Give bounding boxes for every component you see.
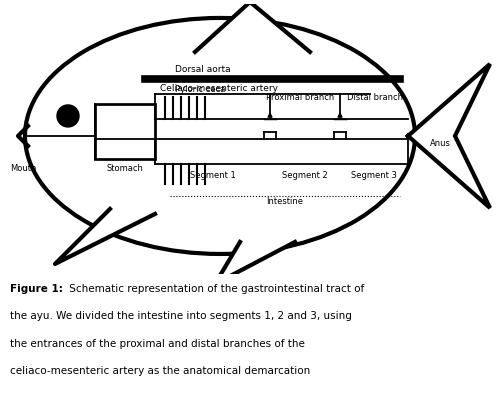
Text: Distal branch: Distal branch: [347, 93, 403, 102]
Text: Figure 1:: Figure 1:: [10, 284, 63, 294]
Text: Dorsal aorta: Dorsal aorta: [175, 65, 231, 74]
Ellipse shape: [25, 18, 415, 254]
Text: Mouth: Mouth: [10, 164, 36, 173]
Text: Pyloric ceca: Pyloric ceca: [175, 85, 225, 94]
Text: Stomach: Stomach: [106, 164, 144, 173]
Polygon shape: [408, 64, 490, 208]
Text: Anus: Anus: [430, 139, 451, 148]
Text: Segment 3: Segment 3: [351, 171, 397, 180]
Circle shape: [57, 105, 79, 127]
Polygon shape: [215, 242, 295, 284]
Text: Proximal branch: Proximal branch: [266, 93, 334, 102]
Text: Celiaco-mesenteric artery: Celiaco-mesenteric artery: [160, 84, 278, 93]
Text: Segment 2: Segment 2: [282, 171, 328, 180]
Text: Intestine: Intestine: [266, 197, 304, 206]
Polygon shape: [195, 2, 310, 52]
Text: Segment 1: Segment 1: [190, 171, 236, 180]
Text: the ayu. We divided the intestine into segments 1, 2 and 3, using: the ayu. We divided the intestine into s…: [10, 311, 352, 321]
Text: celiaco-mesenteric artery as the anatomical demarcation: celiaco-mesenteric artery as the anatomi…: [10, 366, 310, 376]
Text: the entrances of the proximal and distal branches of the: the entrances of the proximal and distal…: [10, 339, 305, 349]
Polygon shape: [55, 209, 155, 264]
Text: Schematic representation of the gastrointestinal tract of: Schematic representation of the gastroin…: [66, 284, 364, 294]
Bar: [95, 104, 155, 159]
